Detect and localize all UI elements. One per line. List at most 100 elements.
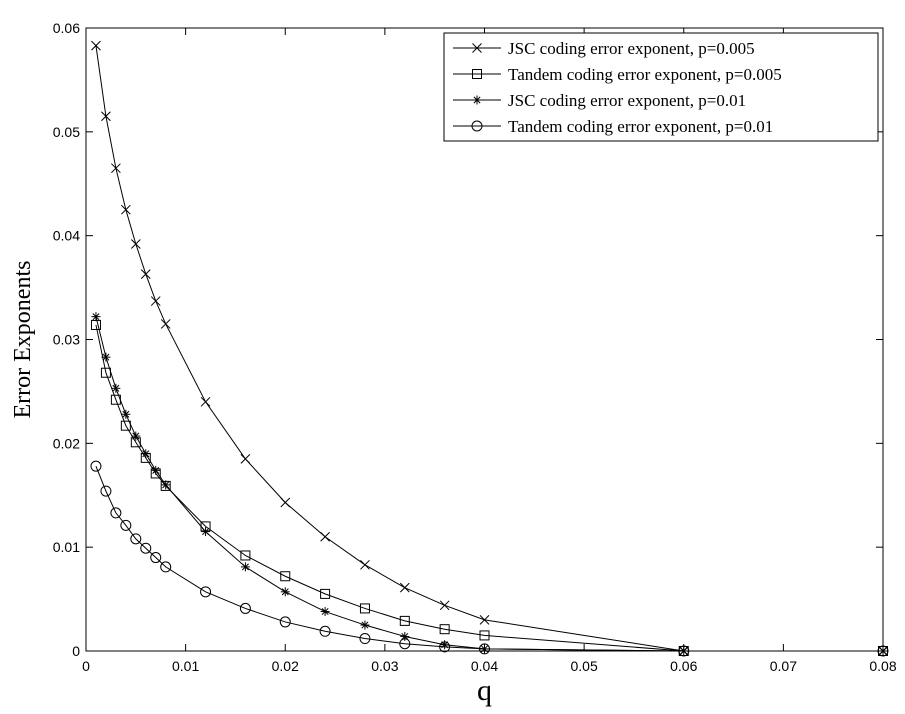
data-point-square: [359, 603, 370, 614]
x-tick-label: 0.07: [770, 658, 797, 674]
y-tick-label: 0.01: [53, 539, 80, 555]
data-point-x: [140, 269, 151, 279]
x-tick-label: 0.02: [272, 658, 299, 674]
legend-item: Tandem coding error exponent, p=0.005: [453, 65, 782, 84]
data-point-x: [472, 43, 482, 53]
series-layer: [90, 40, 889, 657]
data-point-asterisk: [280, 587, 290, 597]
data-point-asterisk: [91, 312, 101, 322]
legend-item: JSC coding error exponent, p=0.01: [453, 91, 746, 110]
data-point-x: [320, 531, 330, 542]
data-point-marker: [280, 497, 291, 508]
data-point-asterisk: [472, 95, 482, 105]
legend-box: [443, 32, 879, 142]
data-point-marker: [281, 588, 289, 596]
x-tick-label: 0.01: [172, 658, 199, 674]
data-point-marker: [162, 481, 170, 489]
data-point-marker: [361, 621, 369, 629]
data-point-x: [240, 454, 251, 464]
data-point-square: [280, 571, 291, 582]
y-tick-label: 0.02: [53, 435, 80, 451]
axis-ticks: 0 0.01 0.02 0.03 0.04 0.05 0.06 0.07 0.08 0 0.01 0.…: [53, 20, 897, 674]
data-point-marker: [200, 396, 211, 407]
data-point-x: [111, 163, 121, 174]
data-point-marker: [101, 111, 111, 122]
data-point-marker: [120, 204, 131, 215]
x-tick-label: 0.03: [371, 658, 398, 674]
x-tick-label: 0.08: [869, 658, 896, 674]
data-point-x: [479, 614, 490, 625]
x-tick-label: 0.06: [670, 658, 697, 674]
data-point-asterisk: [101, 352, 111, 362]
data-point-circle: [279, 616, 291, 628]
data-point-marker: [111, 163, 121, 174]
x-tick-label: 0: [82, 658, 90, 674]
data-point-marker: [473, 96, 481, 104]
data-point-square: [472, 69, 482, 79]
data-point-x: [160, 319, 171, 329]
legend-label: Tandem coding error exponent, p=0.005: [508, 65, 782, 84]
data-point-marker: [321, 608, 329, 616]
legend: JSC coding error exponent, p=0.005 Tandem…: [443, 32, 879, 142]
data-point-circle: [160, 561, 172, 573]
data-point-square: [439, 624, 450, 635]
data-point-marker: [202, 528, 210, 536]
series-line: [95, 465, 883, 652]
legend-label: Tandem coding error exponent, p=0.01: [508, 117, 773, 136]
data-point-x: [439, 600, 450, 611]
data-point-square: [479, 630, 490, 641]
data-point-circle: [100, 485, 112, 497]
data-point-circle: [471, 120, 483, 132]
data-point-circle: [877, 645, 889, 657]
data-point-marker: [102, 353, 110, 361]
series-line: [95, 316, 883, 652]
data-point-marker: [130, 239, 141, 249]
legend-label: JSC coding error exponent, p=0.01: [508, 91, 746, 110]
data-point-marker: [240, 454, 251, 464]
data-point-x: [91, 40, 101, 51]
data-point-circle: [678, 645, 690, 657]
series-line: [95, 45, 883, 652]
data-point-circle: [110, 507, 122, 519]
data-point-marker: [320, 531, 330, 542]
x-tick-label: 0.04: [471, 658, 498, 674]
data-point-circle: [319, 625, 331, 637]
data-point-square: [120, 420, 131, 431]
data-point-square: [399, 615, 410, 626]
data-point-circle: [200, 586, 212, 598]
data-point-asterisk: [360, 620, 370, 630]
data-point-marker: [91, 40, 101, 51]
data-point-asterisk: [201, 527, 211, 537]
data-point-square: [320, 588, 331, 599]
data-point-marker: [160, 319, 171, 329]
data-point-x: [399, 582, 410, 593]
legend-item: JSC coding error exponent, p=0.005: [453, 39, 755, 58]
data-point-marker: [132, 432, 140, 440]
data-point-circle: [140, 542, 152, 554]
x-axis-label: q: [477, 674, 492, 707]
data-point-circle: [120, 519, 132, 531]
data-point-marker: [360, 559, 370, 570]
data-point-x: [360, 559, 370, 570]
series-circle: [90, 460, 889, 657]
data-point-circle: [359, 633, 371, 645]
data-point-x: [120, 204, 131, 215]
data-point-circle: [130, 533, 142, 545]
data-point-marker: [152, 466, 160, 474]
series-asterisk: [91, 312, 888, 656]
data-point-asterisk: [161, 480, 171, 490]
data-point-circle: [90, 460, 102, 472]
data-point-circle: [239, 602, 251, 614]
data-point-x: [130, 239, 141, 249]
y-axis-label: Error Exponents: [10, 261, 36, 419]
data-point-x: [200, 396, 211, 407]
data-point-marker: [140, 269, 151, 279]
data-point-marker: [401, 632, 409, 640]
data-point-circle: [479, 643, 490, 655]
data-point-marker: [472, 43, 482, 53]
data-point-marker: [439, 600, 450, 611]
data-point-x: [150, 296, 161, 306]
y-tick-label: 0.06: [53, 20, 80, 36]
data-point-asterisk: [131, 431, 141, 441]
